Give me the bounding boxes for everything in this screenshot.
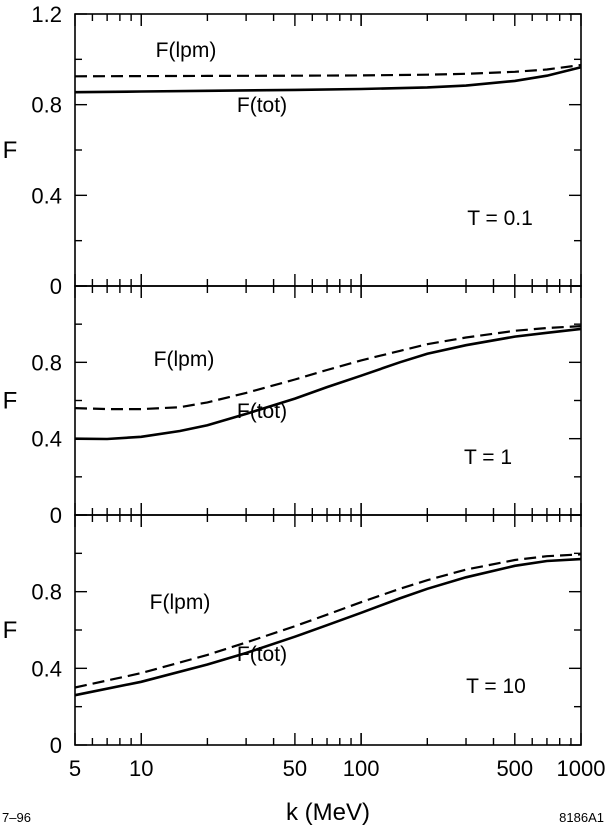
y-tick-label: 0.8: [31, 580, 62, 605]
corner-label-right: 8186A1: [559, 810, 604, 825]
y-tick-label: 0.4: [31, 656, 62, 681]
series-label-f-lpm: F(lpm): [156, 39, 217, 62]
y-tick-label: 0: [50, 503, 62, 528]
curve-f-tot: [74, 557, 582, 697]
panel-parameter-label: T = 10: [466, 675, 526, 698]
plot-frame: [74, 514, 582, 746]
plot-frame: [74, 13, 582, 287]
x-tick-label: 10: [129, 756, 153, 781]
x-axis-title: k (MeV): [286, 799, 370, 826]
panel-1: 0 0.4 0.8 1.2 F F(lpm) F(tot) T = 0.1: [3, 2, 582, 299]
series-label-f-lpm: F(lpm): [154, 348, 215, 371]
curve-f-tot: [74, 327, 582, 441]
x-tick-label: 100: [343, 756, 380, 781]
y-axis-title: F: [3, 617, 18, 644]
y-tick-label: 0: [50, 274, 62, 299]
plot-frame: [74, 285, 582, 516]
x-tick-label: 5: [69, 756, 81, 781]
x-tick-label: 50: [283, 756, 307, 781]
y-tick-label: 0.8: [31, 93, 62, 118]
corner-label-left: 7–96: [2, 810, 31, 825]
y-tick-label: 0.8: [31, 350, 62, 375]
y-tick-label: 0: [50, 733, 62, 758]
y-tick-label: 0.4: [31, 183, 62, 208]
curve-f-lpm: [74, 553, 582, 689]
panel-parameter-label: T = 1: [464, 446, 512, 469]
y-tick-label: 1.2: [31, 2, 62, 27]
series-label-f-tot: F(tot): [237, 94, 287, 117]
x-tick-label: 500: [496, 756, 533, 781]
y-axis-title: F: [3, 137, 18, 164]
panel-2: 0 0.4 0.8 F F(lpm) F(tot) T = 1: [3, 285, 582, 528]
series-label-f-lpm: F(lpm): [150, 591, 211, 614]
series-label-f-tot: F(tot): [237, 400, 287, 423]
series-label-f-tot: F(tot): [237, 643, 287, 666]
y-tick-label: 0.4: [31, 427, 62, 452]
curve-f-lpm: [74, 325, 582, 411]
y-axis-title: F: [3, 388, 18, 415]
curve-f-lpm: [74, 63, 582, 78]
panel-parameter-label: T = 0.1: [467, 207, 533, 230]
panel-3: 0 0.4 0.8 F F(lpm) F(tot) T = 10 5 10 50 100 500 100…: [3, 514, 606, 826]
panels: 0 0.4 0.8 1.2 F F(lpm) F(tot) T = 0.1 0 0.4 0.8 F F(…: [3, 2, 606, 826]
x-tick-label: 1000: [557, 756, 606, 781]
curve-f-tot: [74, 66, 582, 94]
